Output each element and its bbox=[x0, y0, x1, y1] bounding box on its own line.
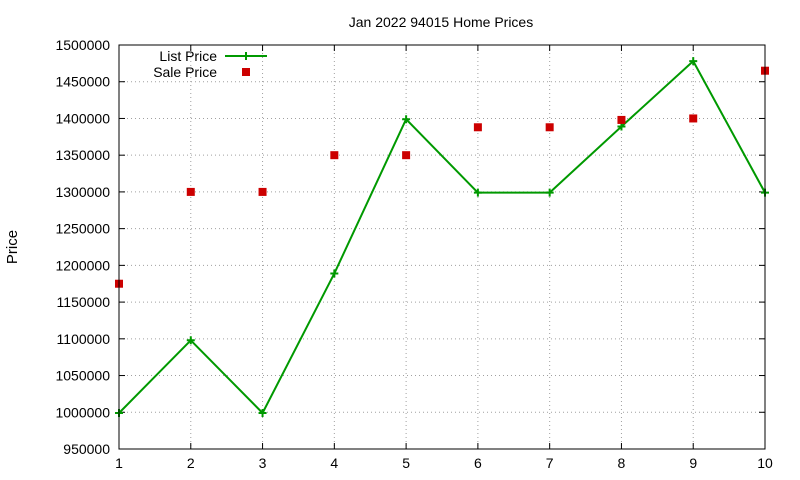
y-tick-label: 1500000 bbox=[55, 37, 110, 53]
y-tick-label: 1000000 bbox=[55, 404, 110, 420]
x-tick-label: 1 bbox=[115, 455, 123, 471]
y-tick-label: 1300000 bbox=[55, 184, 110, 200]
y-tick-label: 1050000 bbox=[55, 368, 110, 384]
grid-lines bbox=[119, 45, 765, 449]
y-tick-label: 1200000 bbox=[55, 257, 110, 273]
sale-price-point bbox=[473, 123, 482, 132]
list-price-point bbox=[689, 57, 698, 66]
x-tick-label: 3 bbox=[259, 455, 267, 471]
x-tick-label: 6 bbox=[474, 455, 482, 471]
y-tick-label: 1150000 bbox=[57, 294, 111, 310]
axis-ticks bbox=[118, 44, 766, 450]
x-tick-label: 2 bbox=[187, 455, 195, 471]
y-tick-label: 1450000 bbox=[55, 74, 110, 90]
legend-square-marker bbox=[242, 68, 250, 76]
y-tick-label: 950000 bbox=[63, 441, 110, 457]
y-tick-label: 1100000 bbox=[57, 331, 111, 347]
sale-price-point bbox=[689, 114, 698, 123]
list-price-point bbox=[402, 115, 411, 124]
y-tick-label: 1250000 bbox=[55, 221, 110, 237]
tick-labels: 1 2 3 4 5 6 7 8 9 10 950000 1000000 1050000 1100000 11… bbox=[55, 37, 773, 471]
sale-price-point bbox=[545, 123, 554, 132]
list-price-point bbox=[545, 188, 554, 197]
series-1 bbox=[115, 66, 769, 288]
x-tick-label: 7 bbox=[546, 455, 554, 471]
x-tick-label: 4 bbox=[330, 455, 338, 471]
x-tick-label: 10 bbox=[757, 455, 773, 471]
y-tick-label: 1350000 bbox=[55, 147, 110, 163]
sale-price-point bbox=[330, 151, 339, 160]
list-price-line bbox=[118, 60, 766, 415]
series-layer bbox=[115, 57, 769, 418]
y-axis-title: Price bbox=[4, 230, 21, 264]
list-price-point bbox=[330, 269, 339, 278]
chart-title: Jan 2022 94015 Home Prices bbox=[349, 14, 533, 30]
x-tick-label: 9 bbox=[689, 455, 697, 471]
list-price-point bbox=[473, 188, 482, 197]
plot-frame bbox=[118, 44, 766, 450]
x-tick-label: 8 bbox=[618, 455, 626, 471]
x-tick-label: 5 bbox=[402, 455, 410, 471]
list-price-point bbox=[186, 336, 195, 345]
sale-price-point bbox=[258, 187, 267, 196]
sale-price-point bbox=[186, 187, 195, 196]
series-0 bbox=[115, 57, 769, 418]
legend-plus-marker bbox=[242, 52, 250, 60]
legend-label: Sale Price bbox=[153, 64, 217, 80]
sale-price-point bbox=[402, 151, 411, 160]
legend-label: List Price bbox=[159, 48, 217, 64]
sale-price-point bbox=[617, 115, 626, 124]
y-tick-label: 1400000 bbox=[55, 110, 110, 126]
list-price-point bbox=[258, 409, 267, 418]
